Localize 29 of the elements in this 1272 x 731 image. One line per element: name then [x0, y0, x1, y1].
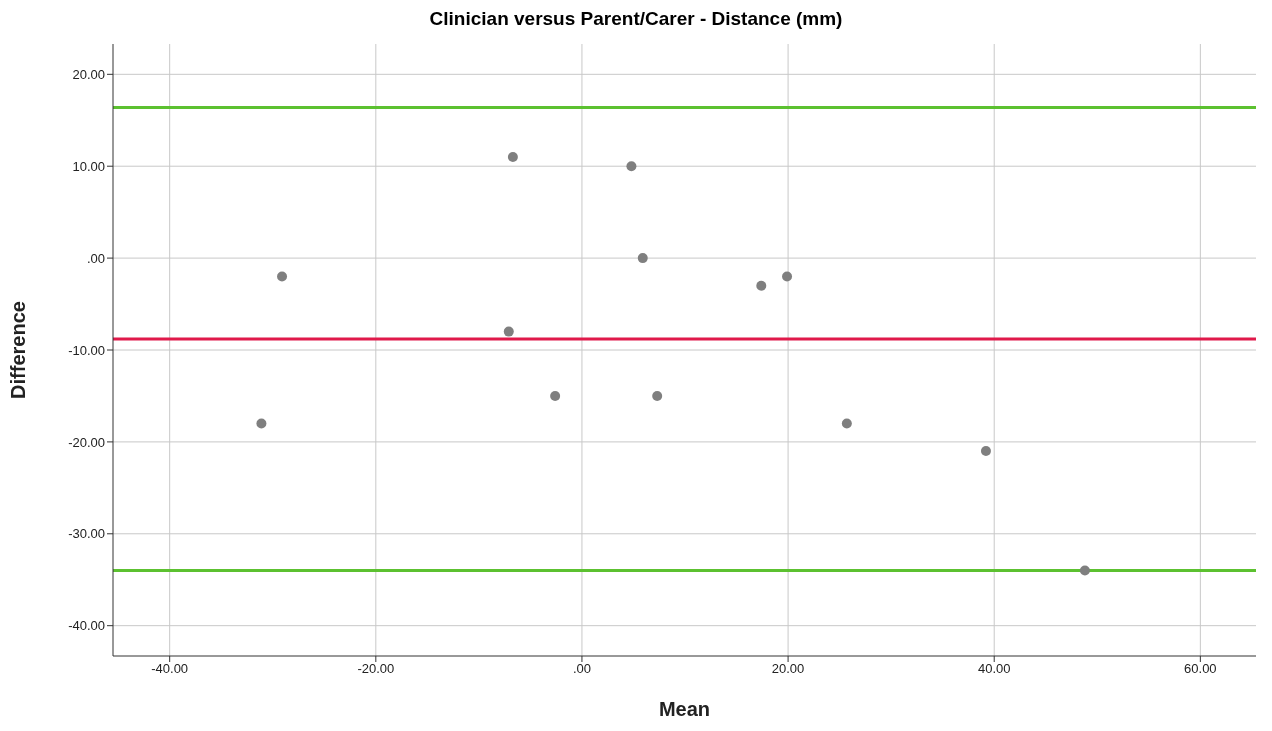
x-tick-label: -20.00	[357, 661, 395, 677]
point	[626, 161, 637, 172]
y-tick-label: 10.00	[72, 158, 105, 174]
point	[637, 253, 648, 264]
y-tick-label: 20.00	[72, 66, 105, 82]
x-axis-title: Mean	[658, 698, 711, 720]
point	[756, 280, 767, 291]
point	[1079, 565, 1090, 576]
point	[277, 271, 288, 282]
x-tick-label: -40.00	[151, 661, 189, 677]
chart-title: Clinician versus Parent/Carer - Distance (mm)	[428, 8, 844, 31]
y-tick-label: -20.00	[68, 434, 105, 450]
point	[503, 326, 514, 337]
y-tick-label: .00	[86, 250, 105, 266]
y-tick-label: -40.00	[68, 618, 105, 634]
point	[256, 418, 267, 429]
x-tick-label: 40.00	[977, 661, 1011, 677]
x-tick-label: 60.00	[1184, 661, 1217, 677]
point	[782, 271, 793, 282]
y-tick-label: -30.00	[68, 526, 105, 542]
point	[841, 418, 852, 429]
point	[980, 446, 991, 457]
y-tick-label: -10.00	[68, 342, 105, 358]
point	[507, 152, 518, 163]
point	[550, 390, 561, 401]
y-axis-title: Difference	[7, 301, 30, 399]
x-tick-label: .00	[572, 661, 591, 677]
point	[652, 390, 663, 401]
x-tick-label: 20.00	[771, 661, 805, 677]
